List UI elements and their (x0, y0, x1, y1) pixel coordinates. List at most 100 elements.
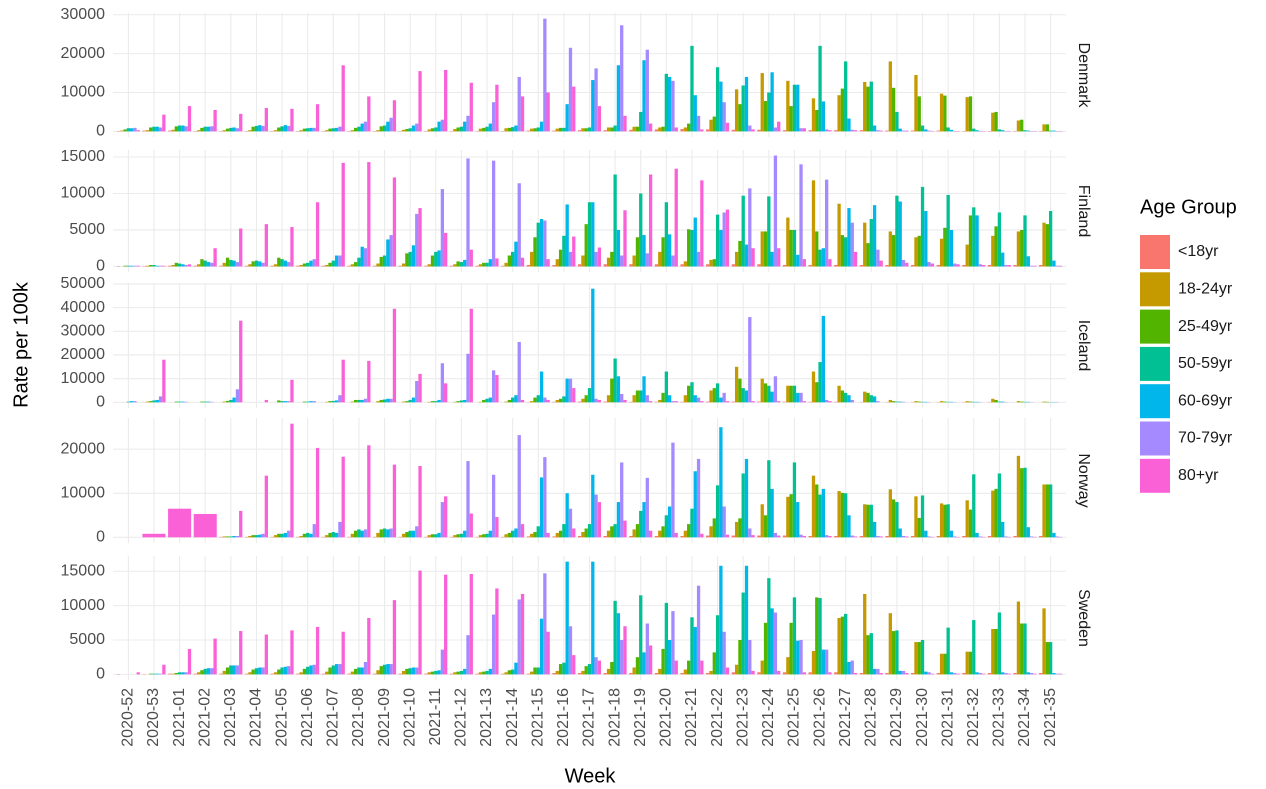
legend-title: Age Group (1140, 196, 1237, 218)
bar (815, 382, 819, 403)
bar (196, 672, 201, 675)
bar (859, 672, 864, 675)
bar (1026, 130, 1030, 132)
bar (145, 130, 150, 132)
bar (302, 668, 307, 675)
bar (152, 400, 156, 403)
bar (936, 264, 940, 267)
bar (341, 162, 345, 267)
bar (863, 222, 867, 267)
bar (273, 535, 278, 538)
bar (891, 235, 896, 267)
bar (530, 533, 534, 538)
bar (719, 229, 723, 267)
bar (654, 535, 659, 538)
bar (901, 535, 906, 538)
bar (642, 652, 646, 675)
bar (302, 401, 307, 403)
bar (603, 401, 607, 403)
bar (248, 672, 252, 675)
bar (773, 155, 778, 267)
bar (517, 76, 521, 132)
bar (520, 593, 525, 675)
bar (482, 671, 486, 675)
bar (353, 127, 358, 132)
bar (120, 130, 124, 132)
bar (905, 672, 909, 675)
bar (840, 390, 845, 403)
bar (706, 129, 710, 132)
bar (546, 631, 550, 675)
bar (184, 264, 188, 267)
bar (331, 128, 335, 132)
bar (254, 260, 259, 267)
bar (386, 398, 390, 403)
bar (648, 401, 653, 403)
bar (488, 397, 492, 403)
bar (1052, 532, 1056, 538)
bar (811, 650, 816, 675)
bar (863, 504, 867, 538)
bar (597, 660, 602, 675)
bar (654, 129, 659, 132)
bar (642, 376, 646, 403)
bar (283, 401, 288, 403)
x-tick-label: 2021-23 (734, 688, 751, 747)
x-tick-label: 2021-08 (350, 688, 367, 747)
bar (997, 401, 1002, 403)
bar (401, 129, 406, 132)
bar (155, 265, 159, 267)
bar (296, 265, 300, 267)
bar (725, 401, 730, 403)
bar (453, 129, 457, 132)
bar (273, 672, 278, 675)
bar (850, 222, 854, 267)
bar (818, 249, 822, 267)
bar (987, 535, 992, 538)
bar (891, 631, 896, 675)
bar (302, 263, 307, 267)
bar (225, 536, 230, 538)
x-tick-label: 2021-24 (760, 688, 777, 747)
bar (347, 265, 351, 267)
bar (734, 664, 739, 675)
bar (953, 263, 957, 267)
bar (328, 667, 332, 675)
bar (562, 127, 566, 132)
bar (738, 104, 742, 132)
bar (1016, 120, 1021, 132)
bar (264, 475, 268, 538)
legend-label: 80+yr (1178, 467, 1219, 484)
bar (584, 224, 588, 267)
bar (770, 391, 774, 403)
bar (469, 574, 473, 675)
bar (591, 474, 595, 538)
bar (514, 125, 518, 132)
bar (341, 456, 345, 538)
bar (418, 570, 422, 675)
bar (696, 115, 701, 132)
bar (200, 401, 204, 403)
bar (264, 634, 268, 675)
bar (418, 373, 422, 403)
bar (888, 61, 892, 132)
bar (987, 264, 992, 267)
bar (1026, 256, 1030, 267)
bar (773, 127, 778, 132)
bar (290, 379, 294, 403)
bar (648, 123, 653, 132)
bar (898, 670, 902, 675)
bar (555, 670, 559, 675)
bar (767, 196, 771, 267)
y-tick-label: 0 (96, 529, 105, 546)
bar (244, 673, 249, 675)
bar (920, 186, 925, 267)
bar (799, 392, 803, 403)
bar (606, 395, 611, 403)
bar (792, 462, 797, 538)
bar (495, 375, 499, 403)
bar (219, 265, 223, 267)
bar (418, 71, 422, 132)
bar (491, 370, 496, 403)
bar (789, 106, 793, 132)
